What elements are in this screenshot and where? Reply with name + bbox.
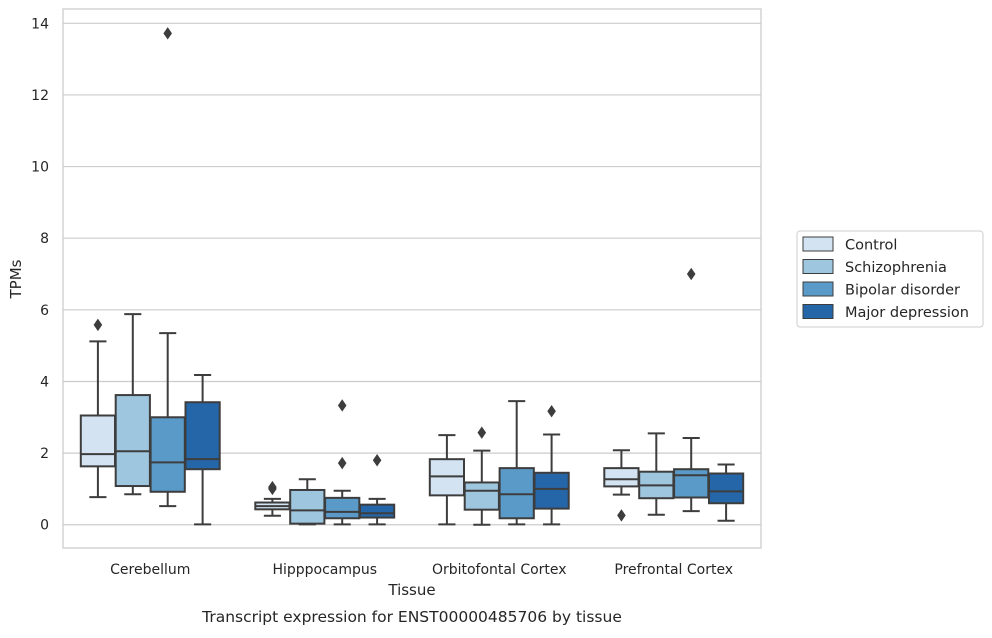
outlier-marker	[372, 454, 382, 467]
x-tick-label: Cerebellum	[110, 562, 190, 578]
x-tick-labels: Cerebellum Hipppocampus Orbitofontal Corte…	[110, 562, 733, 578]
x-tick-label: Hipppocampus	[272, 562, 377, 578]
x-tick-label: Orbitofontal Cortex	[432, 562, 567, 578]
box-iqr	[707, 472, 745, 505]
box-iqr	[463, 481, 500, 511]
box-group	[289, 478, 326, 526]
box-iqr	[603, 467, 640, 488]
box-group	[707, 463, 745, 522]
legend-label: Bipolar disorder	[845, 283, 960, 299]
box-iqr	[498, 467, 535, 520]
box-iqr	[114, 394, 151, 488]
boxes	[79, 27, 745, 526]
box-iqr	[79, 414, 117, 468]
box-group	[498, 400, 535, 526]
outlier-marker	[337, 399, 347, 412]
box-group	[428, 434, 466, 526]
y-tick-label: 14	[31, 16, 49, 32]
outlier-marker	[93, 318, 103, 332]
legend-label: Major depression	[845, 305, 969, 321]
legend-items: Control Schizophrenia Bipolar disorder Majo…	[802, 236, 969, 321]
box-iqr	[184, 401, 221, 471]
outlier-marker	[337, 456, 347, 470]
x-tick-label: Prefrontal Cortex	[614, 562, 733, 578]
box-group	[184, 374, 221, 526]
box-group	[463, 426, 500, 526]
box-iqr	[289, 488, 326, 525]
outlier-marker	[686, 267, 696, 281]
box-group	[358, 454, 396, 526]
box-group	[324, 399, 361, 526]
box-iqr	[324, 496, 361, 520]
legend-swatch	[802, 281, 834, 297]
box-iqr	[673, 468, 710, 499]
box-group	[533, 404, 570, 526]
box-group	[79, 318, 117, 499]
legend: Control Schizophrenia Bipolar disorder Majo…	[796, 230, 984, 328]
box-group	[114, 313, 151, 496]
y-tick-label: 10	[31, 160, 49, 176]
box-group	[254, 480, 291, 517]
box-iqr	[358, 503, 396, 519]
legend-label: Control	[845, 238, 897, 254]
box-group	[149, 27, 186, 508]
legend-swatch	[802, 236, 834, 252]
y-tick-labels: 0 2 4 6 8 10 12 14	[31, 16, 49, 533]
y-tick-label: 2	[40, 446, 49, 462]
box-iqr	[149, 416, 186, 493]
plot-frame	[62, 8, 762, 549]
legend-label: Schizophrenia	[845, 260, 947, 276]
box-group	[638, 432, 675, 516]
outlier-marker	[268, 480, 277, 494]
y-tick-label: 4	[40, 374, 49, 390]
y-axis-label: TPMs	[7, 259, 25, 299]
box-group	[673, 267, 710, 513]
x-axis-label: Tissue	[387, 581, 435, 599]
outlier-marker	[163, 27, 172, 40]
legend-swatch	[802, 259, 834, 274]
y-tick-label: 6	[40, 303, 49, 319]
outlier-marker	[617, 509, 626, 522]
y-tick-label: 0	[40, 518, 49, 534]
outlier-marker	[477, 426, 487, 439]
chart-caption: Transcript expression for ENST0000048570…	[201, 608, 622, 626]
y-tick-label: 12	[31, 88, 49, 104]
legend-frame	[796, 230, 984, 328]
box-group	[603, 449, 640, 522]
outlier-marker	[547, 404, 556, 418]
y-tick-label: 8	[40, 231, 49, 247]
box-iqr	[533, 471, 570, 510]
legend-swatch	[802, 304, 834, 319]
